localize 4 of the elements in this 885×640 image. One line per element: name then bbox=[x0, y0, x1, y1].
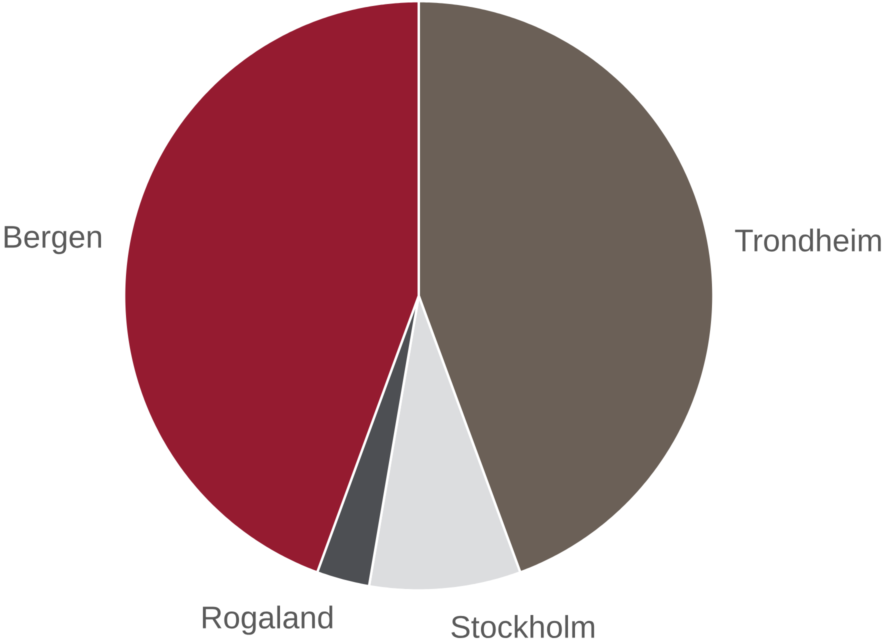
slice-label: Trondheim bbox=[735, 228, 881, 252]
slice-label: Stockholm bbox=[452, 614, 594, 638]
slice-label: Rogaland bbox=[202, 606, 332, 635]
slice-label: Bergen bbox=[4, 226, 102, 254]
